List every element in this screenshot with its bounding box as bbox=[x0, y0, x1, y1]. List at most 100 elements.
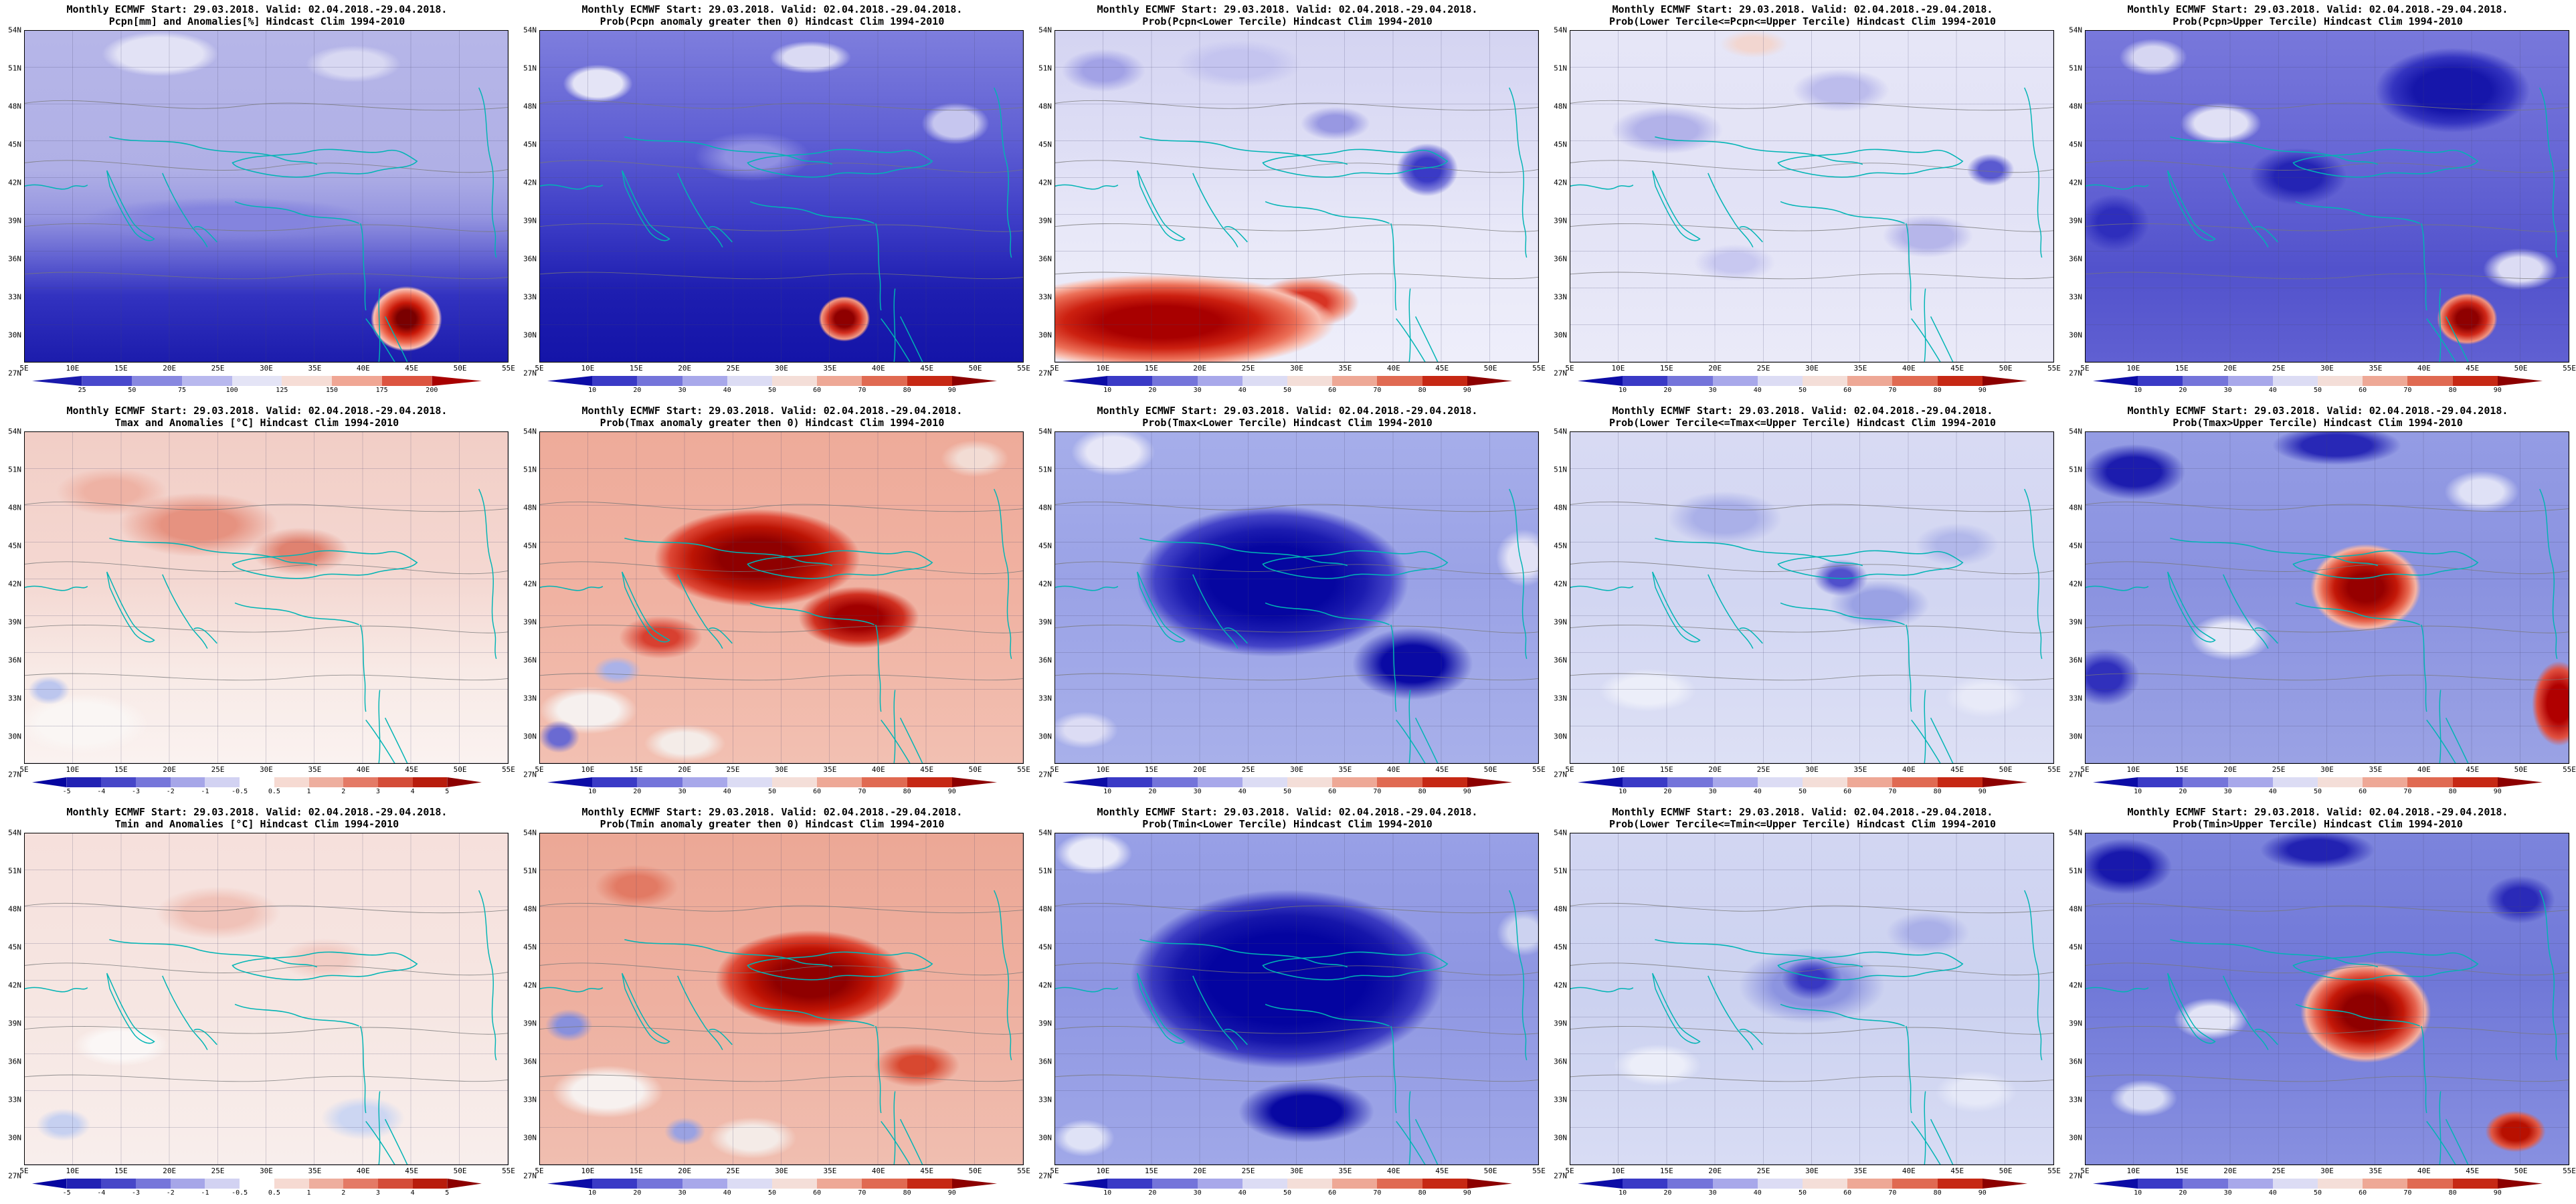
panel-title-line1: Monthly ECMWF Start: 29.03.2018. Valid: … bbox=[1612, 405, 1993, 417]
lon-tick-label: 25E bbox=[1756, 765, 1770, 774]
lat-tick-label: 51N bbox=[1038, 64, 1052, 73]
colorbar-tick-label: 90 bbox=[2493, 387, 2502, 394]
lon-tick-label: 45E bbox=[1435, 1167, 1449, 1175]
lon-tick-label: 5E bbox=[19, 364, 29, 373]
panel-title-line2: Prob(Tmin>Upper Tercile) Hindcast Clim 1… bbox=[2173, 818, 2463, 831]
longitude-axis: 5E 10E 15E 20E 25E 30E 35E 40E 45E 50E 55E bbox=[19, 1165, 515, 1176]
colorbar: 10 20 30 40 50 60 70 80 90 bbox=[1032, 1176, 1543, 1204]
coastline-overlay bbox=[1570, 488, 2053, 763]
colorbar-tick-label: 40 bbox=[1753, 387, 1762, 394]
lon-tick-label: 20E bbox=[163, 1167, 177, 1175]
colorbar-segment bbox=[2318, 1179, 2363, 1189]
panel-tmax-prob-positive-anomaly: Monthly ECMWF Start: 29.03.2018. Valid: … bbox=[515, 401, 1030, 803]
colorbar-segment bbox=[2497, 1179, 2543, 1189]
panel-title-line2: Prob(Tmax>Upper Tercile) Hindcast Clim 1… bbox=[2173, 417, 2463, 429]
colorbar-segment bbox=[682, 1179, 727, 1189]
longitude-axis: 5E 10E 15E 20E 25E 30E 35E 40E 45E 50E 55E bbox=[2080, 764, 2576, 775]
colorbar-segment bbox=[2093, 376, 2138, 386]
lon-tick-label: 40E bbox=[871, 364, 885, 373]
lon-tick-label: 10E bbox=[66, 1167, 80, 1175]
lat-tick-label: 33N bbox=[1038, 694, 1052, 703]
lat-tick-label: 48N bbox=[1038, 102, 1052, 111]
lat-tick-label: 33N bbox=[2069, 292, 2082, 302]
colorbar-segment bbox=[1422, 1179, 1467, 1189]
lon-tick-label: 10E bbox=[1096, 765, 1110, 774]
colorbar-tick-label: 40 bbox=[1753, 1189, 1762, 1197]
colorbar-tick-label: 50 bbox=[767, 788, 777, 795]
colorbar-segment bbox=[1712, 777, 1758, 787]
lon-tick-label: 55E bbox=[502, 364, 515, 373]
latitude-axis: 54N 51N 48N 45N 42N 39N 36N 33N 30N 27N bbox=[517, 427, 539, 779]
map-canvas bbox=[24, 431, 509, 764]
lat-tick-label: 39N bbox=[1038, 216, 1052, 225]
lat-tick-label: 42N bbox=[1038, 981, 1052, 990]
lat-tick-label: 45N bbox=[8, 140, 21, 149]
colorbar-segment bbox=[1242, 777, 1288, 787]
colorbar-tick-label: 30 bbox=[1708, 1189, 1717, 1197]
colorbar-tick-label: 4 bbox=[410, 788, 415, 795]
colorbar-tick-label: 20 bbox=[633, 387, 642, 394]
colorbar-tick-labels: 10 20 30 40 50 60 70 80 90 bbox=[1578, 386, 2027, 396]
lon-tick-label: 40E bbox=[2417, 1167, 2431, 1175]
colorbar-segment bbox=[2272, 777, 2318, 787]
longitude-axis: 5E 10E 15E 20E 25E 30E 35E 40E 45E 50E 55E bbox=[1565, 363, 2061, 373]
panel-title: Monthly ECMWF Start: 29.03.2018. Valid: … bbox=[517, 806, 1028, 831]
colorbar: -5 -4 -3 -2 -1 -0.5 0.5 1 2 3 4 5 bbox=[1, 1176, 513, 1204]
colorbar-scale bbox=[547, 777, 998, 787]
latitude-axis: 54N 51N 48N 45N 42N 39N 36N 33N 30N 27N bbox=[1, 828, 24, 1180]
lat-tick-label: 36N bbox=[1038, 254, 1052, 264]
colorbar-tick-label: 70 bbox=[858, 387, 866, 394]
colorbar-segment bbox=[1937, 376, 1983, 386]
lat-tick-label: 27N bbox=[1038, 369, 1052, 378]
panel-pcpn-anomalies: Monthly ECMWF Start: 29.03.2018. Valid: … bbox=[0, 0, 515, 401]
colorbar-segment bbox=[1578, 777, 1623, 787]
colorbar-segment bbox=[2183, 1179, 2228, 1189]
lon-tick-label: 50E bbox=[1999, 765, 2013, 774]
colorbar-segment bbox=[2363, 1179, 2408, 1189]
colorbar-segment bbox=[2227, 376, 2273, 386]
colorbar-segment bbox=[101, 777, 136, 787]
map-canvas bbox=[24, 29, 509, 363]
lat-tick-label: 42N bbox=[2069, 981, 2082, 990]
colorbar-segment bbox=[1197, 376, 1243, 386]
lon-tick-label: 25E bbox=[1241, 1167, 1255, 1175]
colorbar-tick-labels: 10 20 30 40 50 60 70 80 90 bbox=[1063, 787, 1512, 797]
lon-tick-label: 50E bbox=[1999, 1167, 2013, 1175]
panel-title-line1: Monthly ECMWF Start: 29.03.2018. Valid: … bbox=[2127, 405, 2508, 417]
colorbar-tick-label: 70 bbox=[1373, 1189, 1382, 1197]
colorbar-tick-label: 2 bbox=[341, 1189, 346, 1197]
colorbar-tick-label: 5 bbox=[445, 788, 450, 795]
colorbar-tick-label: -0.5 bbox=[232, 1189, 248, 1197]
lon-tick-label: 35E bbox=[308, 364, 322, 373]
colorbar-tick-label: 40 bbox=[1238, 788, 1247, 795]
lat-tick-label: 39N bbox=[8, 216, 21, 225]
lon-tick-label: 20E bbox=[678, 364, 692, 373]
colorbar-tick-label: 30 bbox=[1708, 387, 1717, 394]
colorbar-segment bbox=[274, 1179, 309, 1189]
colorbar-tick-labels: -5 -4 -3 -2 -1 -0.5 0.5 1 2 3 4 5 bbox=[32, 787, 482, 797]
colorbar-tick-labels: 25 50 75 100 125 150 175 200 bbox=[32, 386, 482, 396]
lat-tick-label: 33N bbox=[8, 1095, 21, 1104]
colorbar-segment bbox=[2272, 1179, 2318, 1189]
lat-tick-label: 33N bbox=[8, 292, 21, 302]
colorbar: 10 20 30 40 50 60 70 80 90 bbox=[1032, 373, 1543, 401]
lat-tick-label: 33N bbox=[1038, 292, 1052, 302]
lat-tick-label: 36N bbox=[2069, 656, 2082, 665]
lon-tick-label: 45E bbox=[405, 765, 419, 774]
lon-tick-label: 35E bbox=[1338, 364, 1352, 373]
lat-tick-label: 39N bbox=[1554, 216, 1567, 225]
lat-tick-label: 51N bbox=[1554, 64, 1567, 73]
colorbar-tick-label: -3 bbox=[132, 788, 141, 795]
lat-tick-label: 39N bbox=[8, 1019, 21, 1028]
lon-tick-label: 25E bbox=[1756, 1167, 1770, 1175]
coastline-overlay bbox=[2086, 86, 2569, 362]
lat-tick-label: 42N bbox=[8, 178, 21, 187]
colorbar-tick-label: 50 bbox=[2313, 387, 2322, 394]
colorbar-tick-label: 80 bbox=[1933, 788, 1942, 795]
colorbar-scale bbox=[547, 376, 998, 386]
panel-pcpn-prob-middle-tercile: Monthly ECMWF Start: 29.03.2018. Valid: … bbox=[1546, 0, 2061, 401]
colorbar-segment bbox=[1242, 376, 1288, 386]
lat-tick-label: 42N bbox=[8, 579, 21, 589]
lon-tick-label: 15E bbox=[629, 1167, 643, 1175]
lon-tick-label: 35E bbox=[1338, 1167, 1352, 1175]
